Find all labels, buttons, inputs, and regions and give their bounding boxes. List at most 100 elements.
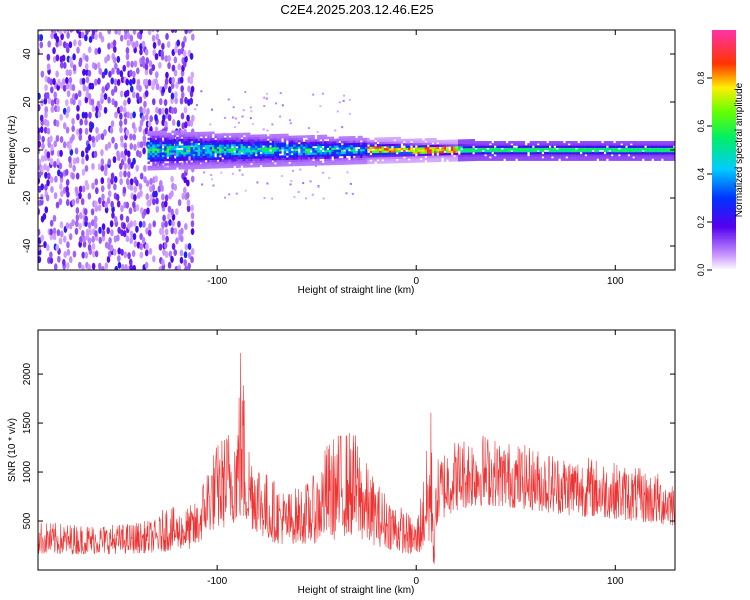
heatmap-cell [244,189,247,192]
heatmap-cell [388,160,392,164]
heatmap-cell [417,155,421,159]
heatmap-cell [152,41,157,49]
heatmap-cell [87,192,92,200]
heatmap-cell [164,167,167,171]
heatmap-cell [405,143,409,146]
heatmap-cell [289,183,292,186]
heatmap-cell [489,153,492,157]
heatmap-cell [38,208,41,216]
heatmap-cell [462,147,466,151]
heatmap-cell [87,221,92,229]
heatmap-cell [381,143,385,147]
heatmap-cell [94,178,99,186]
heatmap-cell [62,122,67,130]
heatmap-cell [245,158,249,162]
heatmap-cell [235,156,239,160]
heatmap-cell [620,149,624,153]
heatmap-cell [269,164,272,167]
heatmap-cell [174,91,178,99]
heatmap-cell [188,151,191,155]
heatmap-cell [300,161,303,164]
heatmap-cell [469,145,473,149]
heatmap-cell [663,151,667,155]
heatmap-cell [168,147,172,151]
heatmap-cell [541,149,545,153]
heatmap-cell [159,141,163,145]
heatmap-cell [357,135,361,139]
heatmap-cell [49,257,54,265]
heatmap-cell [386,145,389,149]
heatmap-cell [221,137,225,141]
heatmap-cell [665,149,669,153]
heatmap-cell [348,140,351,144]
heatmap-cell [465,147,468,151]
heatmap-cell [646,158,650,161]
heatmap-cell [436,155,440,158]
heatmap-cell [265,97,268,100]
heatmap-cell [295,154,299,158]
heatmap-cell [670,145,674,148]
heatmap-cell [608,143,612,146]
heatmap-cell [367,159,370,162]
heatmap-cell [357,148,361,152]
heatmap-cell [178,149,182,153]
heatmap-cell [202,136,206,139]
heatmap-cell [195,136,198,139]
heatmap-cell [195,151,198,154]
heatmap-cell [61,78,66,86]
heatmap-cell [469,152,473,155]
heatmap-cell [101,223,106,231]
heatmap-cell [87,93,92,101]
heatmap-cell [185,162,189,166]
heatmap-cell [38,147,41,155]
heatmap-cell [598,145,602,148]
heatmap-cell [615,158,619,161]
heatmap-cell [120,205,124,213]
heatmap-cell [262,158,265,161]
heatmap-cell [345,192,348,195]
heatmap-cell [534,156,538,159]
heatmap-cell [534,158,538,161]
heatmap-cell [321,141,325,144]
heatmap-cell [152,141,155,145]
heatmap-cell [141,40,146,48]
heatmap-cell [219,148,222,152]
heatmap-cell [391,147,394,151]
heatmap-cell [398,160,401,164]
heatmap-cell [44,106,49,114]
heatmap-cell [129,236,133,244]
heatmap-cell [338,145,342,148]
heatmap-cell [297,157,301,160]
heatmap-cell [381,152,385,156]
heatmap-cell [450,156,454,160]
heatmap-cell [541,153,545,157]
heatmap-cell [157,133,160,136]
heatmap-cell [122,106,127,114]
heatmap-cell [262,128,265,131]
heatmap-cell [126,111,130,119]
heatmap-cell [524,149,528,153]
heatmap-cell [209,144,213,148]
heatmap-cell [591,158,595,161]
heatmap-cell [60,33,64,41]
heatmap-cell [412,158,416,161]
heatmap-cell [625,151,628,155]
heatmap-cell [254,143,258,146]
heatmap-cell [424,153,428,156]
heatmap-cell [45,194,50,202]
heatmap-cell [149,159,153,162]
heatmap-cell [125,215,130,223]
heatmap-cell [262,136,265,140]
heatmap-cell [673,149,675,153]
heatmap-cell [77,261,82,269]
heatmap-cell [216,135,220,139]
heatmap-cell [515,143,518,146]
heatmap-cell [610,145,614,148]
heatmap-cell [481,153,485,157]
heatmap-cell [606,153,609,157]
heatmap-cell [336,149,339,153]
heatmap-cell [620,147,624,151]
heatmap-cell [276,151,280,154]
heatmap-cell [381,145,385,149]
heatmap-cell [398,141,401,144]
